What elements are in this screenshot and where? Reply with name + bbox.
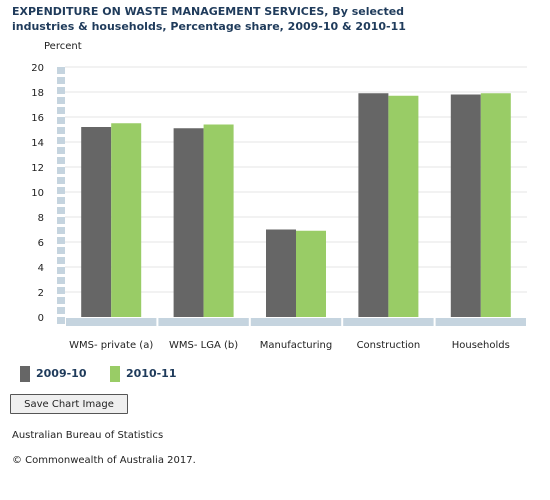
y-axis-band-segment [57, 87, 65, 94]
y-axis-band-segment [57, 267, 65, 274]
bar-2010-11-1 [203, 124, 234, 317]
bar-2009-10-0 [81, 127, 112, 317]
y-tick-label: 10 [31, 188, 44, 199]
y-tick-label: 18 [31, 88, 44, 99]
y-tick-label: 2 [38, 288, 44, 299]
y-axis-band-segment [57, 227, 65, 234]
bar-2009-10-1 [173, 128, 204, 317]
y-axis-band [57, 67, 65, 325]
y-axis-band-segment [57, 207, 65, 214]
x-category-label: Households [452, 340, 510, 351]
y-axis-band-segment [57, 247, 65, 254]
y-axis-band-segment [57, 137, 65, 144]
bar-2010-11-2 [296, 230, 326, 317]
y-axis-band-segment [57, 177, 65, 184]
copyright-text: © Commonwealth of Australia 2017. [12, 455, 196, 466]
y-axis-band-segment [57, 197, 65, 204]
y-axis-band-segment [57, 317, 65, 324]
y-axis-band-segment [57, 117, 65, 124]
y-tick-label: 16 [31, 113, 44, 124]
x-axis-band-segment [343, 318, 434, 326]
x-category-label: Manufacturing [260, 340, 332, 351]
x-axis-band-segment [250, 318, 342, 326]
source-text: Australian Bureau of Statistics [12, 430, 164, 441]
y-tick-label: 20 [31, 63, 44, 74]
chart-title: EXPENDITURE ON WASTE MANAGEMENT SERVICES… [12, 5, 406, 33]
y-axis-band-segment [57, 257, 65, 264]
x-category-label: WMS- private (a) [69, 340, 153, 351]
bar-2009-10-4 [450, 94, 481, 317]
save-chart-image-button[interactable]: Save Chart Image [10, 394, 128, 414]
y-axis-band-segment [57, 237, 65, 244]
legend-label-2010-11: 2010-11 [126, 367, 177, 380]
y-tick-label: 12 [31, 163, 44, 174]
x-category-label: Construction [357, 340, 421, 351]
y-tick-label: 14 [31, 138, 44, 149]
bar-2010-11-0 [111, 123, 142, 317]
y-axis-band-segment [57, 127, 65, 134]
y-axis-band-segment [57, 167, 65, 174]
bar-2010-11-3 [388, 95, 419, 317]
y-axis-band-segment [57, 187, 65, 194]
x-axis-band-segment [435, 318, 526, 326]
y-axis-band-segment [57, 67, 65, 74]
y-axis-band-segment [57, 157, 65, 164]
x-axis-band-segment [158, 318, 249, 326]
y-tick-label: 4 [38, 263, 44, 274]
x-category-label: WMS- LGA (b) [169, 340, 238, 351]
legend-swatch-2010-11 [110, 366, 120, 382]
x-axis-band-segment [66, 318, 157, 326]
y-axis-band-segment [57, 77, 65, 84]
y-axis-label: Percent [44, 41, 82, 52]
y-axis-band-segment [57, 217, 65, 224]
y-tick-label: 6 [38, 238, 44, 249]
y-axis-band-segment [57, 307, 65, 314]
legend-label-2009-10: 2009-10 [36, 367, 87, 380]
bar-2010-11-4 [480, 93, 511, 317]
y-axis-band-segment [57, 107, 65, 114]
bar-2009-10-3 [358, 93, 389, 317]
y-axis-band-segment [57, 287, 65, 294]
y-tick-label: 8 [38, 213, 44, 224]
bar-2009-10-2 [266, 229, 296, 317]
y-tick-label: 0 [38, 313, 44, 324]
y-axis-band-segment [57, 277, 65, 284]
y-axis-band-segment [57, 97, 65, 104]
y-axis-band-segment [57, 147, 65, 154]
y-axis-band-segment [57, 297, 65, 304]
legend-swatch-2009-10 [20, 366, 30, 382]
